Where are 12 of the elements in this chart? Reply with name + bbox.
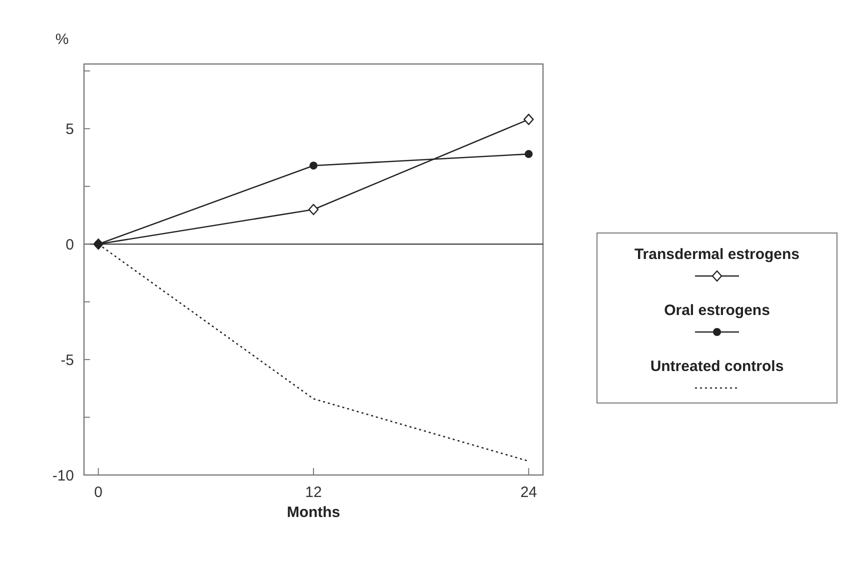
text: Untreated controls — [650, 358, 784, 375]
y-tick-label: 0 — [66, 236, 74, 254]
y-tick-label: -10 — [52, 467, 74, 484]
y-tick-label: -5 — [60, 352, 74, 369]
y-axis-title: % — [55, 31, 69, 48]
x-tick-label: 12 — [305, 484, 322, 501]
y-tick-label: 5 — [66, 120, 74, 138]
x-axis-title: Months — [286, 504, 340, 521]
text: Oral estrogens — [664, 302, 770, 319]
x-tick-label: 0 — [94, 484, 103, 501]
text: Transdermal estrogens — [634, 246, 800, 263]
x-tick-label: 24 — [520, 484, 537, 501]
